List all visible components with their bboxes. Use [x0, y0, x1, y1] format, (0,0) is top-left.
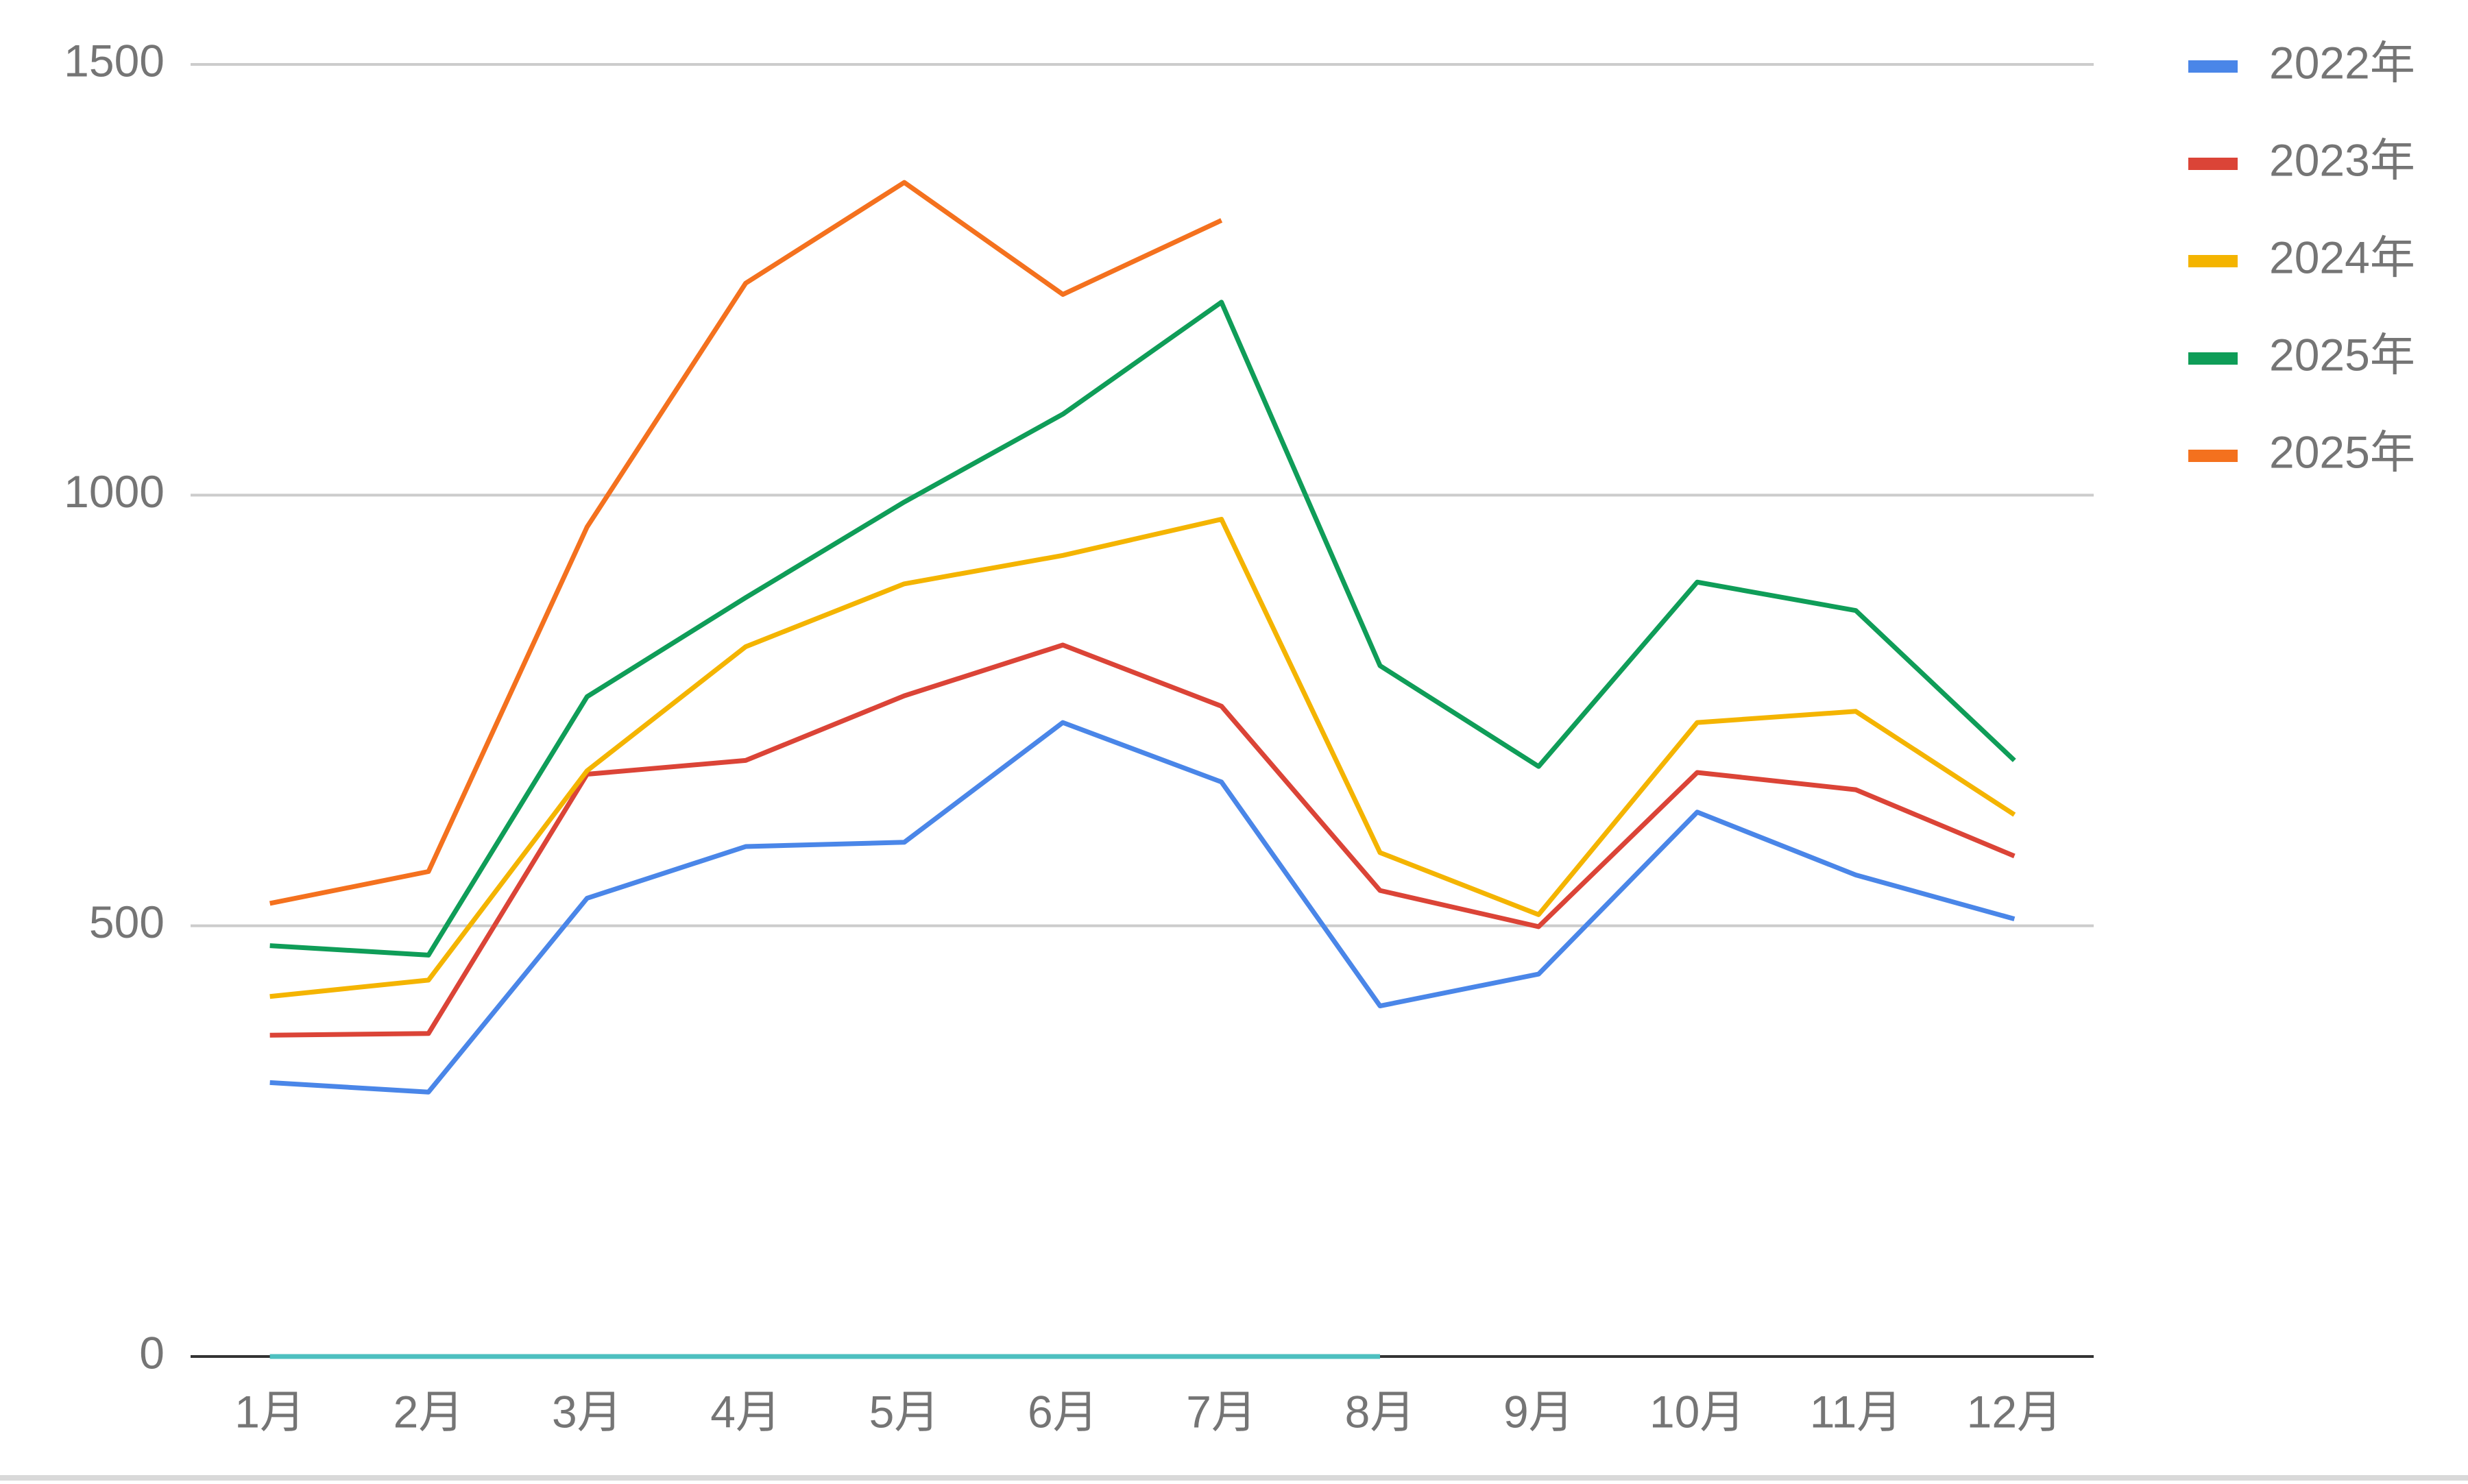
x-tick-label: 9月 — [1503, 1386, 1574, 1437]
legend-label: 2025年 — [2269, 426, 2415, 477]
legend-swatch — [2188, 60, 2238, 73]
series-line — [269, 517, 2016, 999]
legend-swatch — [2188, 158, 2238, 170]
x-tick-label: 11月 — [1810, 1386, 1902, 1437]
x-tick-label: 8月 — [1345, 1386, 1416, 1437]
legend-label: 2025年 — [2269, 329, 2415, 380]
y-tick-label: 0 — [139, 1327, 165, 1378]
x-tick-label: 4月 — [710, 1386, 781, 1437]
series-line — [269, 720, 2016, 1095]
legend-label: 2022年 — [2269, 37, 2415, 88]
legend-label: 2024年 — [2269, 232, 2415, 282]
x-tick-label: 3月 — [552, 1386, 622, 1437]
legend-swatch — [2188, 255, 2238, 267]
x-tick-label: 10月 — [1649, 1386, 1745, 1437]
x-tick-label: 2月 — [394, 1386, 464, 1437]
x-tick-label: 1月 — [234, 1386, 305, 1437]
x-tick-label: 6月 — [1028, 1386, 1098, 1437]
x-tick-label: 7月 — [1186, 1386, 1257, 1437]
x-tick-label: 12月 — [1967, 1386, 2062, 1437]
series-line — [269, 180, 1223, 906]
bottom-border — [0, 1475, 2468, 1481]
legend-swatch — [2188, 450, 2238, 462]
legend-swatch — [2188, 352, 2238, 365]
x-tick-label: 5月 — [869, 1386, 940, 1437]
legend-label: 2023年 — [2269, 134, 2415, 185]
series-line — [269, 300, 2016, 958]
y-tick-label: 1500 — [64, 35, 165, 86]
y-tick-label: 1000 — [64, 466, 165, 517]
y-tick-label: 500 — [89, 897, 165, 947]
series-line — [269, 642, 2016, 1038]
